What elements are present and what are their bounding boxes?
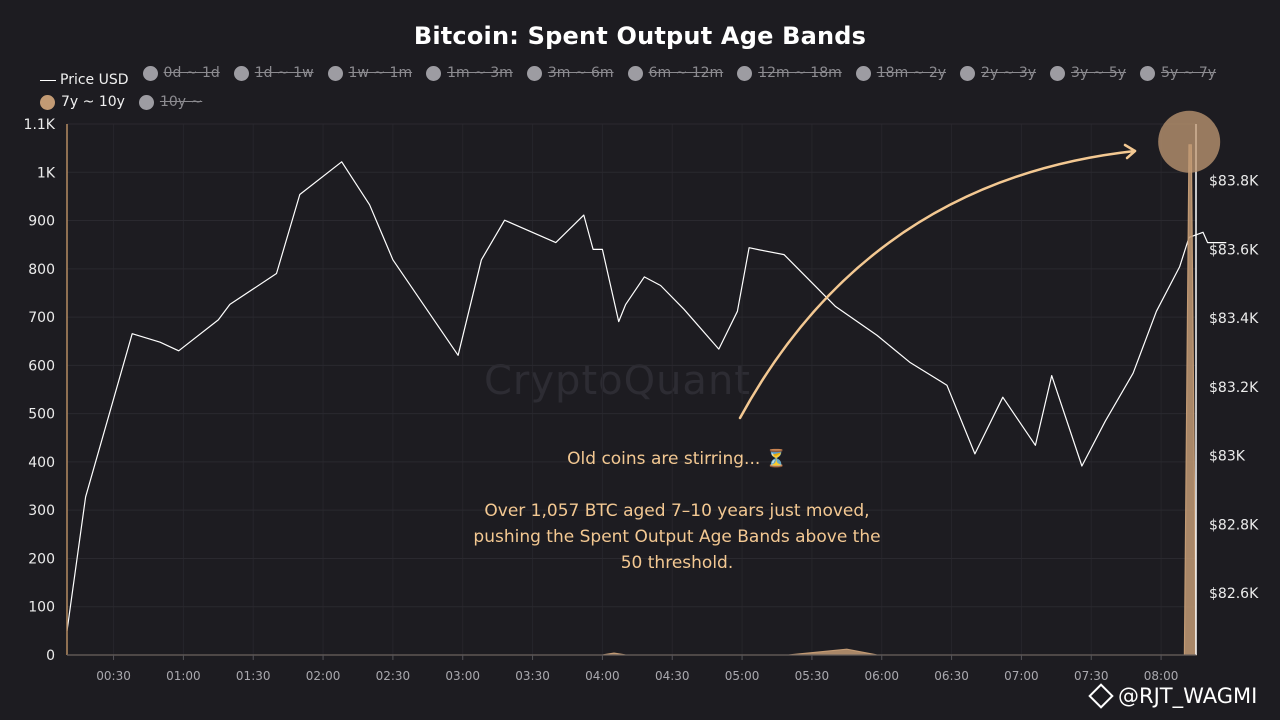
legend-item-7[interactable]: 12m ~ 18m <box>737 62 842 84</box>
y-right-tick-label: $82.6K <box>1209 586 1259 602</box>
y-right-tick-label: $83.2K <box>1209 380 1259 396</box>
legend-item-6[interactable]: 6m ~ 12m <box>627 62 724 84</box>
legend-swatch-icon <box>960 65 976 81</box>
legend-item-3[interactable]: 1w ~ 1m <box>327 62 413 84</box>
diamond-logo-icon <box>1088 683 1114 709</box>
x-tick-label: 02:00 <box>306 669 341 683</box>
y-left-tick-label: 400 <box>28 455 55 471</box>
legend-label: 12m ~ 18m <box>758 65 842 81</box>
legend-swatch-icon <box>327 65 343 81</box>
annotation-arrow-curve <box>738 149 1137 420</box>
age-band-7y-10y-area <box>67 144 1197 656</box>
price-series <box>66 161 1227 631</box>
legend-item-2[interactable]: 1d ~ 1w <box>233 62 314 84</box>
x-tick-label: 05:00 <box>725 669 760 683</box>
legend-swatch-icon <box>627 65 643 81</box>
legend-item-8[interactable]: 18m ~ 2y <box>855 62 947 84</box>
legend-item-1[interactable]: 0d ~ 1d <box>142 62 220 84</box>
y-left-tick-label: 800 <box>28 262 55 278</box>
x-tick-label: 04:00 <box>585 669 620 683</box>
legend-swatch-icon <box>855 65 871 81</box>
legend-swatch-icon <box>1140 65 1156 81</box>
x-tick-label: 03:00 <box>445 669 480 683</box>
x-tick-label: 00:30 <box>96 669 131 683</box>
legend-item-12[interactable]: 7y ~ 10y <box>40 91 125 113</box>
y-left-tick-label: 500 <box>28 407 55 423</box>
y-right-tick-label: $83.6K <box>1209 242 1259 258</box>
legend-label: 3y ~ 5y <box>1071 65 1127 81</box>
x-tick-label: 05:30 <box>795 669 830 683</box>
legend-swatch-icon <box>142 65 158 81</box>
legend-item-4[interactable]: 1m ~ 3m <box>426 62 513 84</box>
y-right-tick-label: $83K <box>1209 449 1246 465</box>
x-tick-label: 08:00 <box>1144 669 1179 683</box>
legend: Price USD 0d ~ 1d 1d ~ 1w 1w ~ 1m 1m ~ 3m 3m … <box>40 62 1260 117</box>
x-tick-label: 01:00 <box>166 669 201 683</box>
legend-label: 18m ~ 2y <box>876 65 947 81</box>
legend-label: 1d ~ 1w <box>254 65 314 81</box>
signature: @RJT_WAGMI <box>1088 683 1258 709</box>
legend-item-0[interactable]: Price USD <box>40 69 129 91</box>
annotation-body: Over 1,057 BTC aged 7–10 years just move… <box>473 501 881 573</box>
y-left-tick-label: 1K <box>37 165 56 181</box>
x-tick-label: 06:30 <box>934 669 969 683</box>
y-left-tick-label: 900 <box>28 214 55 230</box>
legend-label: Price USD <box>60 72 129 88</box>
legend-label: 7y ~ 10y <box>61 94 125 110</box>
y-right-tick-label: $83.4K <box>1209 311 1259 327</box>
legend-swatch-icon <box>40 94 55 110</box>
legend-swatch-icon <box>40 79 56 81</box>
legend-item-5[interactable]: 3m ~ 6m <box>526 62 614 84</box>
legend-label: 6m ~ 12m <box>648 65 724 81</box>
annotation-arrow <box>738 110 1221 420</box>
x-tick-label: 03:30 <box>515 669 550 683</box>
legend-label: 1m ~ 3m <box>447 65 513 81</box>
y-left-tick-label: 0 <box>46 648 55 664</box>
legend-swatch-icon <box>233 65 249 81</box>
legend-label: 5y ~ 7y <box>1161 65 1217 81</box>
legend-swatch-icon <box>426 65 442 81</box>
y-right-tick-label: $83.8K <box>1209 174 1259 190</box>
legend-item-10[interactable]: 3y ~ 5y <box>1050 62 1126 84</box>
age-band-series <box>67 144 1197 656</box>
legend-item-13[interactable]: 10y ~ <box>138 91 203 113</box>
y-left-tick-label: 200 <box>28 551 55 567</box>
legend-label: 3m ~ 6m <box>547 65 614 81</box>
x-tick-label: 07:00 <box>1004 669 1039 683</box>
legend-item-11[interactable]: 5y ~ 7y <box>1140 62 1216 84</box>
legend-label: 10y ~ <box>159 94 203 110</box>
x-tick-label: 06:00 <box>864 669 899 683</box>
legend-swatch-icon <box>526 65 542 81</box>
x-tick-label: 07:30 <box>1074 669 1109 683</box>
signature-text: @RJT_WAGMI <box>1118 684 1258 708</box>
y-left-tick-label: 300 <box>28 503 55 519</box>
spike-highlight-circle <box>1158 110 1221 173</box>
axes: 00:30 01:00 01:30 02:00 02:30 03:00 03:30 04:00… <box>24 117 1260 683</box>
y-right-tick-label: $82.8K <box>1209 517 1259 533</box>
legend-swatch-icon <box>1050 65 1066 81</box>
y-left-tick-label: 600 <box>28 358 55 374</box>
y-left-tick-label: 1.1K <box>24 117 56 133</box>
legend-label: 1w ~ 1m <box>348 65 413 81</box>
chart-title: Bitcoin: Spent Output Age Bands <box>413 22 867 50</box>
annotation-arrow-head-icon <box>1123 143 1137 160</box>
x-tick-label: 01:30 <box>236 669 271 683</box>
legend-label: 0d ~ 1d <box>163 65 220 81</box>
legend-swatch-icon <box>138 94 154 110</box>
legend-item-9[interactable]: 2y ~ 3y <box>960 62 1036 84</box>
annotation-headline: Old coins are stirring... ⏳ <box>567 449 787 469</box>
legend-label: 2y ~ 3y <box>981 65 1037 81</box>
y-left-tick-label: 700 <box>28 310 55 326</box>
legend-swatch-icon <box>737 65 753 81</box>
price-usd-line <box>66 161 1227 631</box>
x-tick-label: 04:30 <box>655 669 690 683</box>
x-tick-label: 02:30 <box>376 669 411 683</box>
y-left-tick-label: 100 <box>28 600 55 616</box>
